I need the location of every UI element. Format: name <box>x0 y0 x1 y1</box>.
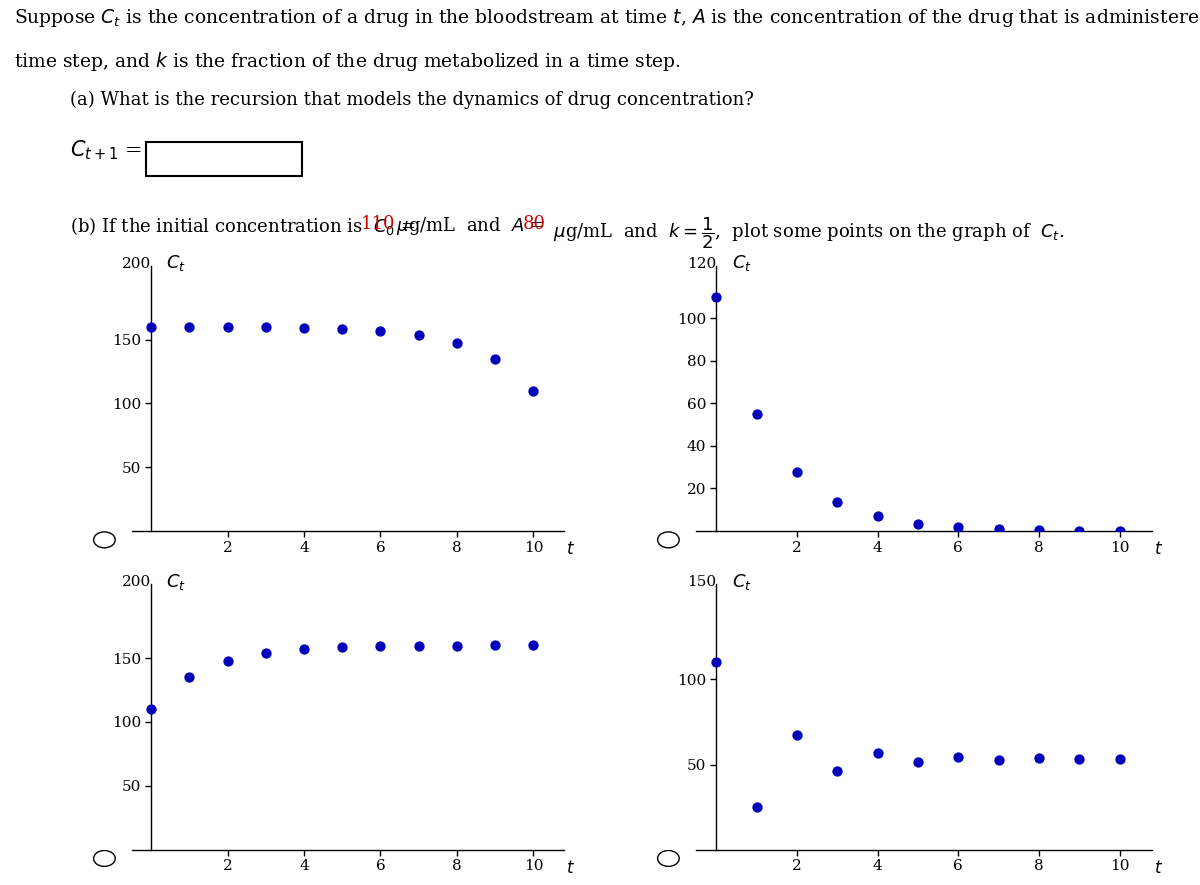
Text: $C_{t+1}$ =: $C_{t+1}$ = <box>70 139 142 162</box>
Point <box>989 522 1008 536</box>
Point <box>787 727 806 742</box>
Point <box>371 639 390 653</box>
Point <box>989 752 1008 766</box>
Text: $\mu$g/mL  and  $A$ =: $\mu$g/mL and $A$ = <box>391 215 547 237</box>
Text: $C_t$: $C_t$ <box>167 572 186 592</box>
Point <box>294 643 313 657</box>
Point <box>746 800 766 814</box>
Point <box>294 320 313 335</box>
Text: 200: 200 <box>122 257 151 271</box>
Text: 120: 120 <box>686 257 716 271</box>
Point <box>828 764 847 778</box>
Text: time step, and $k$ is the fraction of the drug metabolized in a time step.: time step, and $k$ is the fraction of th… <box>14 50 682 73</box>
Text: $C_t$: $C_t$ <box>732 572 752 592</box>
Point <box>746 407 766 421</box>
Point <box>949 750 968 765</box>
FancyBboxPatch shape <box>146 142 302 175</box>
Text: 150: 150 <box>688 575 716 589</box>
Point <box>524 383 544 397</box>
Point <box>409 327 428 342</box>
Point <box>257 320 276 335</box>
Text: $t$: $t$ <box>566 542 575 558</box>
Point <box>371 324 390 338</box>
Point <box>908 517 928 531</box>
Point <box>1110 524 1129 538</box>
Point <box>908 755 928 769</box>
Point <box>524 638 544 652</box>
Point <box>257 646 276 660</box>
Text: $t$: $t$ <box>1154 860 1163 877</box>
Point <box>409 639 428 653</box>
Text: $\mu$g/mL  and  $k = \dfrac{1}{2}$,  plot some points on the graph of  $C_t$.: $\mu$g/mL and $k = \dfrac{1}{2}$, plot s… <box>548 215 1064 250</box>
Point <box>218 320 238 335</box>
Point <box>180 319 199 334</box>
Point <box>448 335 467 350</box>
Text: $C_t$: $C_t$ <box>732 253 752 273</box>
Text: Suppose $C_t$ is the concentration of a drug in the bloodstream at time $t$, $A$: Suppose $C_t$ is the concentration of a … <box>14 7 1200 29</box>
Text: $C_t$: $C_t$ <box>167 253 186 273</box>
Point <box>332 321 352 335</box>
Point <box>332 640 352 654</box>
Point <box>448 639 467 653</box>
Point <box>486 638 505 652</box>
Point <box>1030 751 1049 766</box>
Text: 200: 200 <box>122 575 151 589</box>
Text: $t$: $t$ <box>566 860 575 877</box>
Point <box>180 670 199 684</box>
Point <box>868 509 887 523</box>
Point <box>1110 751 1129 766</box>
Point <box>142 702 161 716</box>
Text: (a) What is the recursion that models the dynamics of drug concentration?: (a) What is the recursion that models th… <box>70 91 754 109</box>
Point <box>868 746 887 760</box>
Point <box>787 466 806 480</box>
Point <box>707 290 726 304</box>
Point <box>142 319 161 334</box>
Point <box>1069 752 1088 766</box>
Text: 110: 110 <box>361 215 396 233</box>
Point <box>828 495 847 509</box>
Text: 80: 80 <box>523 215 546 233</box>
Point <box>707 655 726 669</box>
Point <box>949 520 968 535</box>
Point <box>1030 523 1049 537</box>
Point <box>218 654 238 668</box>
Text: (b) If the initial concentration is  $C_0$ =: (b) If the initial concentration is $C_0… <box>70 215 416 237</box>
Point <box>1069 523 1088 537</box>
Text: $t$: $t$ <box>1154 542 1163 558</box>
Point <box>486 351 505 366</box>
